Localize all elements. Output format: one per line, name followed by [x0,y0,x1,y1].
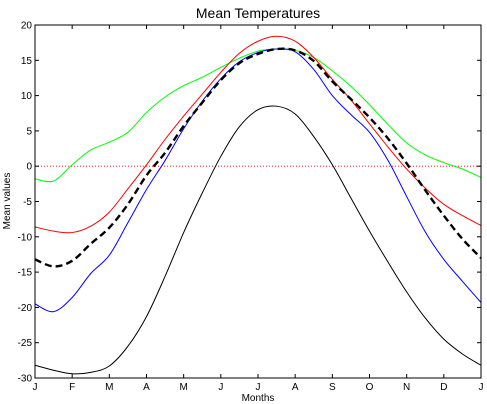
series-layer [34,35,482,375]
x-tick-label: J [33,382,38,393]
x-tick-label: A [143,382,150,393]
y-tick-label: 15 [21,56,33,67]
x-tick-label: J [218,382,223,393]
series-line-3 [34,48,482,313]
y-tick-label: 10 [21,91,33,102]
y-tick-label: -5 [23,197,32,208]
x-tick-label: D [440,382,447,393]
chart-title: Mean Temperatures [196,5,320,21]
x-axis-label: Months [242,393,275,404]
y-tick-label: -20 [18,303,33,314]
x-tick-label: S [329,382,336,393]
x-tick-label: O [366,382,374,393]
y-tick-label: 5 [26,126,32,137]
x-tick-label: M [105,382,113,393]
y-tick-label: -15 [18,268,33,279]
y-tick-label: 0 [26,162,32,173]
y-tick-label: -30 [18,374,33,385]
x-tick-label: F [69,382,75,393]
x-tick-label: J [479,382,484,393]
plot-frame [34,24,482,379]
y-axis-label: Mean values [2,173,13,230]
series-line-5 [34,105,482,375]
y-tick-label: -10 [18,232,33,243]
series-line-2 [34,35,482,234]
x-tick-label: N [403,382,410,393]
x-tick-label: A [292,382,299,393]
series-line-4 [34,47,482,268]
y-tick-label: -25 [18,338,33,349]
x-tick-label: J [256,382,261,393]
y-tick-label: 20 [21,21,33,32]
x-tick-label: M [179,382,187,393]
series-line-1 [34,48,482,183]
